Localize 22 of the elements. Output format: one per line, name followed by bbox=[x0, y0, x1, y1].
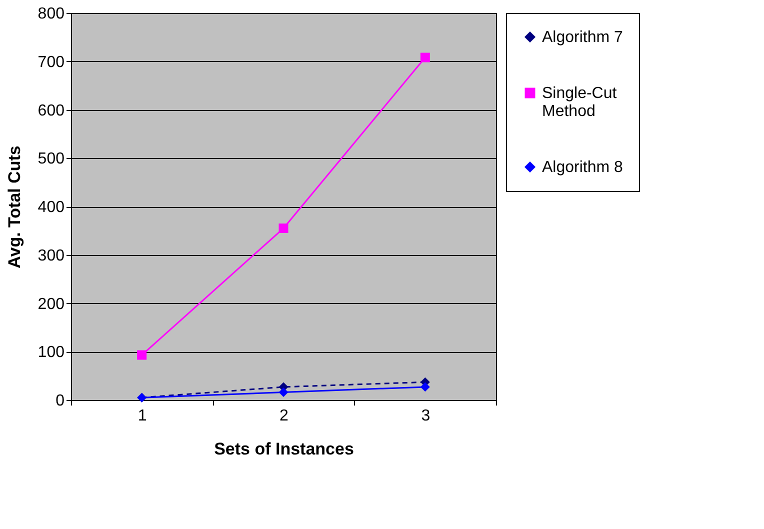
point bbox=[278, 224, 288, 234]
legend-label: Single-Cut Method bbox=[542, 85, 618, 120]
point bbox=[137, 350, 147, 360]
x-tick-label: 1 bbox=[138, 408, 147, 424]
legend-label: Algorithm 7 bbox=[542, 29, 624, 46]
y-tick-label: 400 bbox=[38, 199, 65, 216]
x-tick-label: 2 bbox=[280, 408, 289, 424]
point bbox=[420, 382, 430, 392]
point bbox=[420, 52, 430, 62]
y-tick-label: 500 bbox=[38, 150, 65, 168]
legend-label: Algorithm 8 bbox=[542, 159, 624, 176]
y-tick-label: 0 bbox=[56, 392, 65, 410]
y-tick-label: 200 bbox=[38, 296, 65, 313]
y-tick-label: 300 bbox=[38, 247, 65, 264]
point bbox=[278, 388, 288, 398]
x-tick-label: 3 bbox=[421, 408, 430, 424]
y-tick-label: 800 bbox=[38, 6, 65, 22]
y-tick-label: 600 bbox=[38, 102, 65, 120]
y-tick-label: 100 bbox=[38, 344, 65, 362]
x-axis-title: Sets of Instances bbox=[214, 440, 354, 458]
y-axis-title: Avg. Total Cuts bbox=[4, 146, 24, 268]
y-tick-label: 700 bbox=[38, 54, 65, 71]
